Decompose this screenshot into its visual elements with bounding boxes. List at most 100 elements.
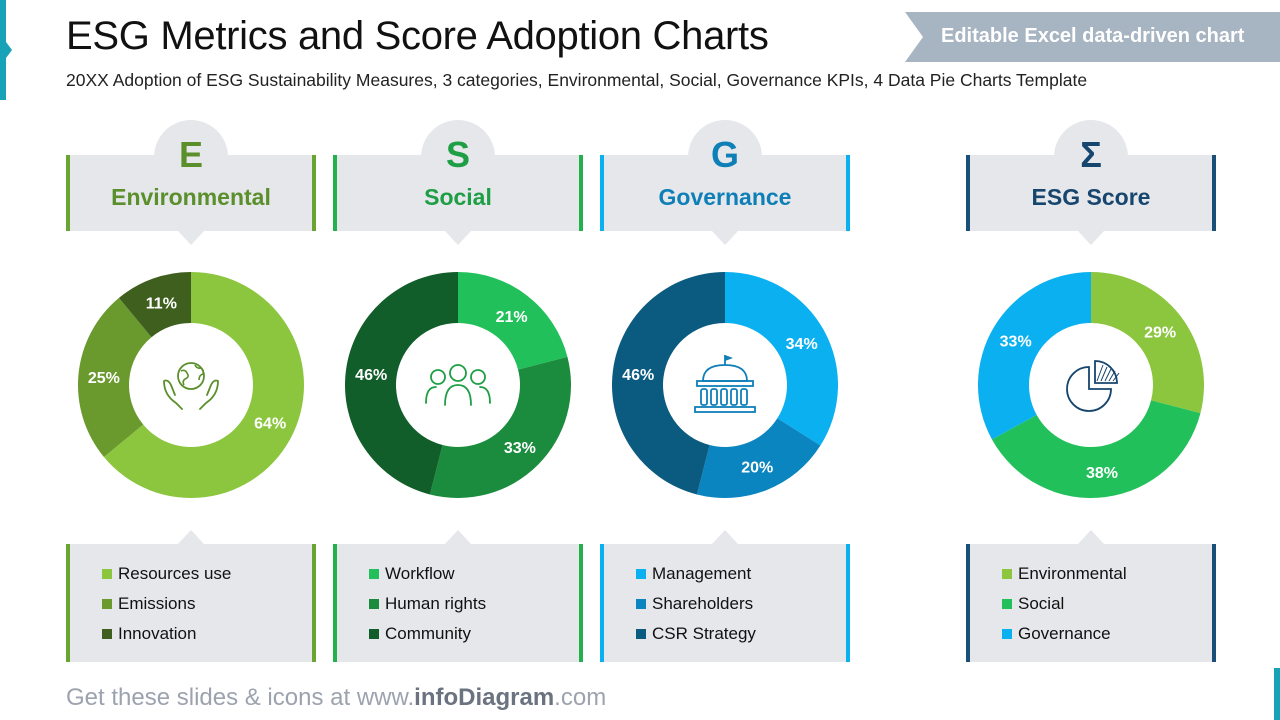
- legend-item: Workflow: [369, 564, 486, 594]
- category-header: [66, 155, 316, 231]
- legend-swatch: [636, 599, 646, 609]
- legend-accent-right: [312, 544, 316, 662]
- esg-score-column: Σ ESG Score 29% 38% 33% Environmental Social Go…: [966, 120, 1216, 680]
- header-pointer: [178, 231, 204, 245]
- editable-chart-banner: Editable Excel data-driven chart: [905, 12, 1280, 62]
- people-group-icon: [425, 364, 491, 406]
- legend-swatch: [636, 629, 646, 639]
- legend-label: Management: [652, 564, 752, 583]
- donut-slice: [78, 297, 152, 458]
- footer-prefix: Get these slides & icons at www.: [66, 684, 415, 711]
- legend-pointer: [1078, 530, 1104, 544]
- legend-item: Human rights: [369, 594, 486, 624]
- social-column: S Social 21% 33% 46% Workflow Human rights Comm…: [333, 120, 583, 680]
- donut-chart: 64% 25% 11%: [78, 272, 304, 498]
- legend-list: Resources use Emissions Innovation: [102, 564, 231, 654]
- donut-chart: 21% 33% 46%: [345, 272, 571, 498]
- category-letter: Σ: [1080, 134, 1102, 175]
- legend-item: Innovation: [102, 624, 231, 654]
- legend-item: Management: [636, 564, 756, 594]
- legend-swatch: [1002, 569, 1012, 579]
- header-accent-right: [846, 155, 850, 231]
- donut-chart: 29% 38% 33%: [978, 272, 1204, 498]
- banner-shape: [905, 12, 1280, 62]
- legend-label: Human rights: [385, 594, 487, 613]
- legend-item: Emissions: [102, 594, 231, 624]
- slice-value-label: 38%: [1086, 465, 1118, 482]
- legend-swatch: [102, 629, 112, 639]
- header-accent-left: [966, 155, 970, 231]
- legend-swatch: [1002, 599, 1012, 609]
- environmental-column: E Environmental 64% 25% 11% Resources use Emis…: [66, 120, 316, 680]
- donut-slice: [991, 400, 1201, 498]
- legend-item: Shareholders: [636, 594, 756, 624]
- legend-swatch: [636, 569, 646, 579]
- legend-accent-left: [66, 544, 70, 662]
- slice-value-label: 46%: [622, 367, 654, 384]
- legend-accent-left: [600, 544, 604, 662]
- category-letter: E: [178, 134, 203, 175]
- slice-value-label: 21%: [496, 309, 528, 326]
- donut-slice: [429, 356, 571, 498]
- legend-label: Environmental: [1018, 564, 1127, 583]
- donut-slice: [696, 418, 821, 498]
- slice-value-label: 46%: [355, 367, 387, 384]
- header-pointer: [445, 231, 471, 245]
- legend-list: Workflow Human rights Community: [369, 564, 486, 654]
- legend-accent-right: [846, 544, 850, 662]
- legend-swatch: [369, 629, 379, 639]
- donut-slice: [458, 272, 568, 370]
- header-accent-right: [312, 155, 316, 231]
- category-title: ESG Score: [1031, 184, 1151, 210]
- legend-label: Social: [1018, 594, 1065, 613]
- slice-value-label: 25%: [88, 370, 120, 387]
- slice-value-label: 33%: [504, 440, 536, 457]
- legend-swatch: [369, 599, 379, 609]
- category-letter: S: [445, 134, 470, 175]
- legend-item: CSR Strategy: [636, 624, 756, 654]
- footer-link[interactable]: Get these slides & icons at www.infoDiag…: [66, 684, 606, 712]
- slice-value-label: 33%: [1000, 333, 1032, 350]
- legend-label: Shareholders: [652, 594, 754, 613]
- left-accent-bar: [0, 0, 6, 100]
- donut-chart: 34% 20% 46%: [612, 272, 838, 498]
- category-header: [600, 155, 850, 231]
- footer-suffix: .com: [554, 684, 607, 711]
- donut-slice: [1091, 272, 1204, 414]
- left-accent-tip: [6, 42, 12, 58]
- legend-label: Resources use: [118, 564, 232, 583]
- legend-item: Governance: [1002, 624, 1127, 654]
- legend-accent-left: [966, 544, 970, 662]
- legend-panel: Resources use Emissions Innovation: [66, 544, 316, 662]
- legend-accent-left: [333, 544, 337, 662]
- right-accent-bar: [1274, 668, 1280, 720]
- category-title: Social: [424, 184, 492, 210]
- legend-swatch: [1002, 629, 1012, 639]
- globe-in-hands-icon: [163, 362, 219, 410]
- legend-pointer: [712, 530, 738, 544]
- government-building-icon: [694, 355, 756, 413]
- footer-brand: infoDiagram: [414, 684, 555, 711]
- header-accent-right: [1212, 155, 1216, 231]
- slice-value-label: 29%: [1144, 324, 1176, 341]
- legend-panel: Management Shareholders CSR Strategy: [600, 544, 850, 662]
- category-letter: G: [710, 134, 739, 175]
- legend-swatch: [369, 569, 379, 579]
- slice-value-label: 64%: [254, 415, 286, 432]
- slice-value-label: 11%: [146, 296, 177, 313]
- header-pointer: [712, 231, 738, 245]
- category-header: [333, 155, 583, 231]
- donut-slice: [118, 272, 191, 338]
- pie-chart-icon: [1066, 360, 1120, 412]
- donut-slice: [978, 272, 1091, 440]
- legend-label: Innovation: [118, 624, 197, 643]
- header-pointer: [1078, 231, 1104, 245]
- legend-accent-right: [579, 544, 583, 662]
- page-title: ESG Metrics and Score Adoption Charts: [66, 14, 769, 58]
- legend-label: Emissions: [118, 594, 196, 613]
- legend-pointer: [445, 530, 471, 544]
- header-accent-right: [579, 155, 583, 231]
- donut-slice: [103, 272, 304, 498]
- legend-item: Resources use: [102, 564, 231, 594]
- page-subtitle: 20XX Adoption of ESG Sustainability Meas…: [66, 70, 1088, 90]
